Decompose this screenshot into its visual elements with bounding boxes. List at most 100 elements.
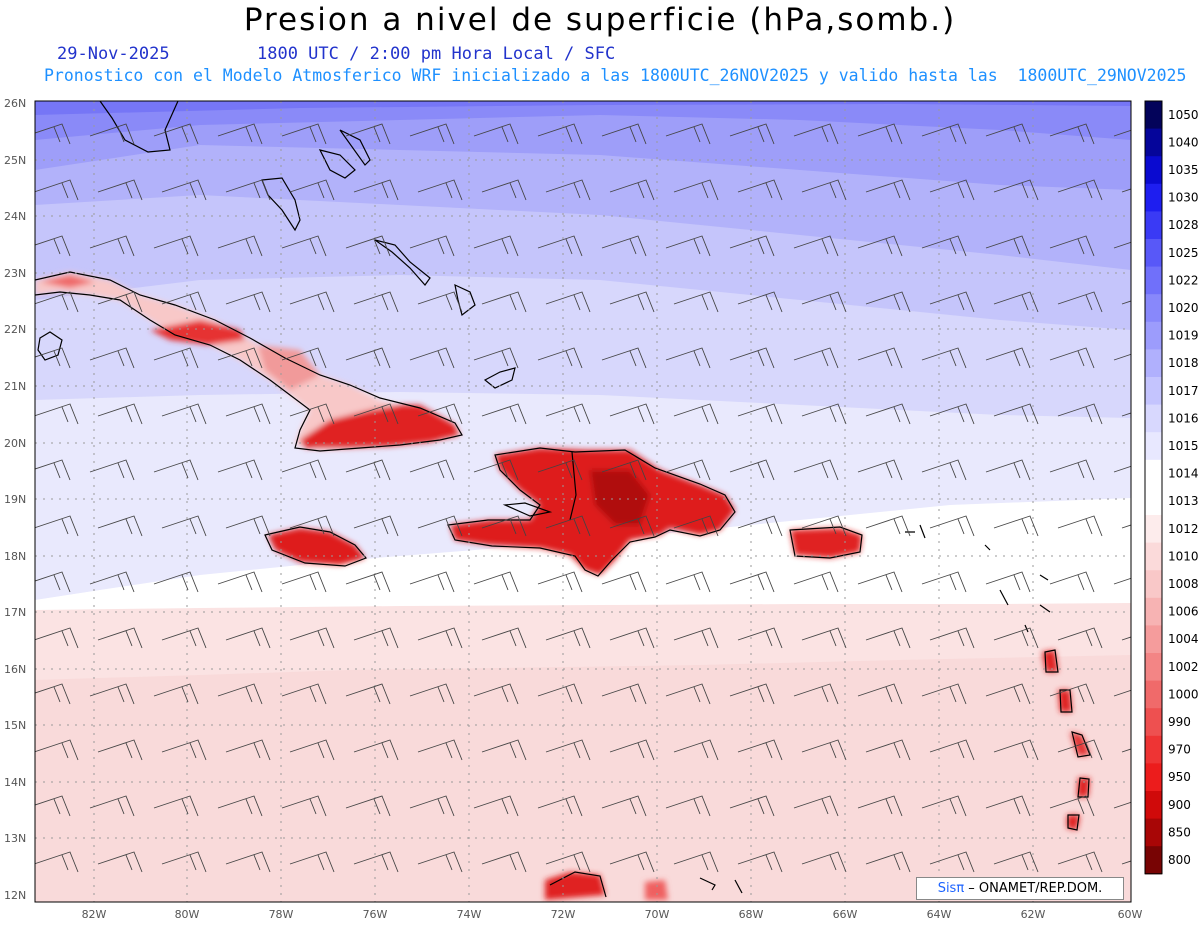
wind-barb (161, 515, 207, 537)
wind-barb (601, 459, 647, 481)
wind-barb (929, 291, 975, 313)
wind-barb (481, 179, 527, 201)
wind-barb (35, 403, 79, 425)
wind-barb (1113, 465, 1131, 473)
wind-barb (35, 571, 71, 593)
wind-barb (473, 571, 519, 593)
colorbar-label: 1013 (1168, 494, 1199, 508)
wind-barb (545, 851, 591, 873)
wind-barb (225, 291, 271, 313)
wind-barb (793, 235, 839, 257)
wind-barb (729, 571, 775, 593)
colorbar-label: 850 (1168, 825, 1191, 839)
wind-barb (609, 515, 655, 537)
wind-barb (737, 403, 783, 425)
colorbar-label: 1022 (1168, 273, 1199, 287)
wind-barb (26, 908, 70, 927)
wind-barb (97, 739, 143, 761)
wind-barb (35, 739, 79, 761)
wind-barb (865, 403, 911, 425)
colorbar-swatch (1145, 294, 1162, 323)
wind-barb (665, 123, 711, 145)
wind-barb (1057, 739, 1103, 761)
colorbar-label: 1016 (1168, 411, 1199, 425)
wind-barb (353, 851, 399, 873)
wind-barb (673, 739, 719, 761)
wind-barb (153, 123, 199, 145)
colorbar-label: 1004 (1168, 632, 1199, 646)
wind-barb (537, 795, 583, 817)
wind-barb (865, 291, 911, 313)
wind-barb (345, 459, 391, 481)
colorbar-label: 1008 (1168, 577, 1199, 591)
wind-barb (481, 515, 527, 537)
wind-barb (673, 179, 719, 201)
colorbar-swatch (1145, 211, 1162, 240)
graticule (35, 101, 1131, 902)
wind-barb (1049, 795, 1095, 817)
wind-barb (97, 851, 143, 873)
wind-barb (97, 179, 143, 201)
wind-barb (801, 739, 847, 761)
wind-barb (929, 627, 975, 649)
lon-label: 68W (739, 908, 764, 921)
wind-barb (353, 739, 399, 761)
wind-barb (673, 627, 719, 649)
wind-barb (473, 795, 519, 817)
wind-barb (545, 403, 591, 425)
band-1020 (35, 101, 1131, 140)
wind-barb (225, 515, 271, 537)
wind-barb (281, 347, 327, 369)
wind-barb (545, 739, 591, 761)
wind-barb (793, 459, 839, 481)
wind-barb (1113, 353, 1131, 361)
wind-barb (801, 291, 847, 313)
wind-barb (1113, 577, 1131, 585)
wind-barb (801, 179, 847, 201)
wind-barb (409, 123, 455, 145)
colorbar-swatch (1145, 487, 1162, 516)
wind-barb (473, 683, 519, 705)
wind-barb (161, 851, 207, 873)
wind-barb (481, 627, 527, 649)
wind-barb (665, 235, 711, 257)
wind-barb (410, 908, 454, 927)
wind-barb (1113, 801, 1131, 809)
colorbar-swatch (1145, 432, 1162, 461)
colorbar-swatch (1145, 708, 1162, 737)
colorbar-swatch (1145, 349, 1162, 378)
wind-barb (473, 459, 519, 481)
wind-barb (281, 235, 327, 257)
wind-barb (281, 795, 327, 817)
wind-barb (225, 627, 271, 649)
colorbar-label: 1050 (1168, 108, 1199, 122)
colorbar-swatch (1145, 377, 1162, 406)
colorbar-label: 1018 (1168, 356, 1199, 370)
colorbar-label: 1035 (1168, 163, 1199, 177)
colorbar-swatch (1145, 183, 1162, 212)
wind-barb (1057, 851, 1103, 873)
colorbar-swatch (1145, 515, 1162, 544)
wind-barb (857, 347, 903, 369)
wind-barb (857, 459, 903, 481)
wind-barb (609, 851, 655, 873)
map-frame (34, 100, 1132, 903)
wind-barb (289, 403, 335, 425)
wind-barb (1049, 683, 1095, 705)
lon-label: 74W (457, 908, 482, 921)
wind-barb (417, 851, 463, 873)
wind-barb (481, 291, 527, 313)
lon-label: 64W (927, 908, 952, 921)
wind-barb (993, 291, 1039, 313)
lon-label: 76W (363, 908, 388, 921)
wind-barb (985, 459, 1031, 481)
colorbar-label: 900 (1168, 798, 1191, 812)
lat-label: 20N (4, 437, 26, 450)
colorbar-label: 1000 (1168, 687, 1199, 701)
wind-barb (217, 459, 263, 481)
wind-barb (35, 179, 79, 201)
wind-barb (985, 347, 1031, 369)
wind-barb (801, 515, 847, 537)
wind-barb (218, 908, 262, 927)
